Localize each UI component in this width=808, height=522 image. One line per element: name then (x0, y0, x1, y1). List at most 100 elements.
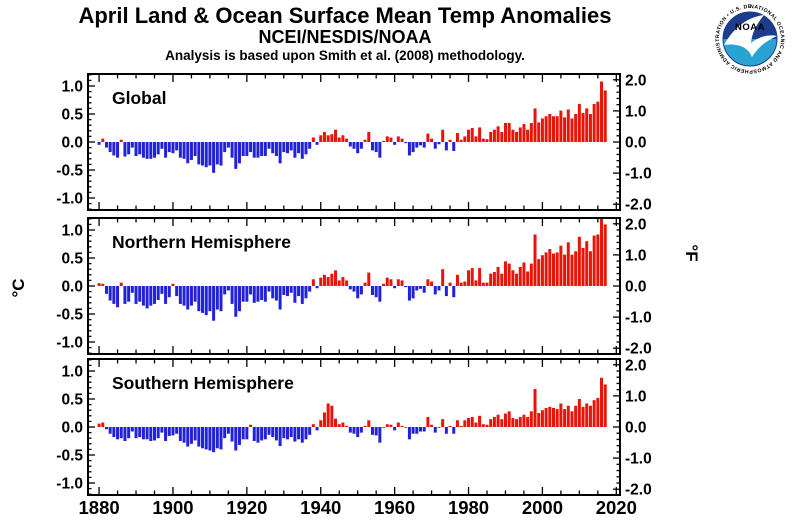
anomaly-bar (201, 142, 205, 166)
anomaly-bar (455, 274, 459, 286)
anomaly-bar (555, 116, 559, 142)
anomaly-bar (382, 283, 386, 286)
anomaly-bar (537, 413, 541, 427)
anomaly-bar (478, 268, 482, 286)
anomaly-bar (385, 277, 389, 286)
anomaly-bar (260, 142, 264, 156)
anomaly-bar (515, 273, 519, 286)
anomaly-bar (544, 407, 548, 427)
anomaly-bar (282, 142, 286, 153)
anomaly-bar (341, 277, 345, 286)
anomaly-bar (267, 427, 271, 435)
anomaly-bar (245, 427, 249, 440)
anomaly-bar (145, 427, 149, 440)
y-left-tick-label: 1.0 (61, 223, 83, 240)
anomaly-bar (286, 142, 289, 154)
anomaly-bar (411, 142, 415, 153)
anomaly-bar (459, 139, 463, 142)
anomaly-bar (256, 286, 260, 302)
anomaly-bar (600, 81, 604, 142)
anomaly-bar (319, 277, 323, 286)
anomaly-bar (529, 122, 533, 142)
anomaly-bar (182, 427, 186, 443)
anomaly-bar (485, 282, 489, 286)
anomaly-bar (577, 103, 581, 142)
anomaly-bar (223, 142, 227, 153)
anomaly-bar (552, 116, 555, 142)
anomaly-bar (182, 142, 186, 159)
anomaly-bar (237, 142, 241, 164)
anomaly-bar (304, 286, 308, 299)
anomaly-bar (241, 142, 245, 156)
panel-southern-hemisphere: 1.0 0.5 0.0 -0.5 -1.0 2.0 1.0 0.0 -1.0 -2.0 Southe… (56, 357, 651, 498)
anomaly-bar (422, 427, 426, 432)
anomaly-bar (374, 427, 378, 436)
anomaly-bar (141, 142, 145, 158)
anomaly-bar (197, 142, 201, 165)
figure-note: Analysis is based upon Smith et al. (200… (165, 47, 525, 63)
bars-southern-hemisphere (97, 377, 607, 453)
anomaly-bar (511, 418, 515, 427)
anomaly-bar (330, 134, 334, 142)
anomaly-bar (237, 286, 241, 312)
anomaly-bar (363, 425, 367, 427)
anomaly-bar (156, 286, 160, 300)
anomaly-bar (164, 427, 168, 441)
anomaly-bar (293, 286, 297, 303)
x-tick-label: 1920 (226, 497, 267, 518)
anomaly-bar (164, 142, 168, 158)
anomaly-bar (400, 425, 404, 427)
anomaly-bar (581, 112, 585, 142)
y-left-tick-label: 1.0 (61, 79, 83, 96)
anomaly-bar (330, 405, 334, 427)
anomaly-bar (452, 142, 456, 151)
y-right-tick-label: 0.0 (625, 420, 647, 437)
anomaly-bar (592, 235, 596, 286)
anomaly-bar (426, 416, 430, 427)
anomaly-bar (300, 142, 304, 159)
anomaly-bar (419, 427, 422, 432)
y-right-tick-label: -1.0 (625, 166, 652, 183)
anomaly-bar (478, 127, 482, 142)
anomaly-bar (234, 142, 238, 169)
anomaly-bar (544, 252, 548, 286)
anomaly-bar (459, 282, 463, 286)
anomaly-bar (555, 409, 559, 427)
anomaly-bar (540, 410, 544, 427)
anomaly-bar (374, 286, 378, 298)
anomaly-bar (585, 241, 589, 286)
anomaly-bar (193, 427, 197, 441)
anomaly-bar (293, 427, 297, 442)
anomaly-bar (193, 286, 197, 302)
panel-title: Northern Hemisphere (112, 232, 291, 252)
anomaly-bar (341, 422, 345, 427)
anomaly-bar (452, 427, 456, 434)
anomaly-bar (437, 142, 441, 145)
anomaly-bar (300, 286, 304, 304)
anomaly-bar (396, 136, 400, 142)
anomaly-bar (308, 142, 312, 149)
anomaly-bar (326, 277, 330, 286)
anomaly-bar (467, 129, 471, 142)
anomaly-bar (526, 416, 530, 427)
anomaly-bar (104, 142, 108, 148)
anomaly-bar (116, 427, 120, 440)
anomaly-bar (178, 427, 182, 441)
anomaly-bar (367, 272, 371, 286)
anomaly-bar (363, 139, 367, 142)
anomaly-bar (422, 286, 426, 293)
anomaly-bar (470, 128, 474, 142)
anomaly-bar (437, 427, 441, 428)
anomaly-bar (186, 286, 190, 310)
anomaly-bar (97, 283, 101, 286)
anomaly-bar (474, 136, 478, 142)
anomaly-bar (237, 427, 241, 445)
anomaly-bar (507, 411, 511, 427)
anomaly-bar (592, 103, 596, 142)
anomaly-bar (600, 377, 604, 427)
x-tick-label: 1980 (448, 497, 489, 518)
anomaly-bar (588, 251, 592, 286)
anomaly-bar (559, 403, 563, 427)
anomaly-bar (455, 133, 459, 142)
anomaly-bar (267, 286, 271, 292)
